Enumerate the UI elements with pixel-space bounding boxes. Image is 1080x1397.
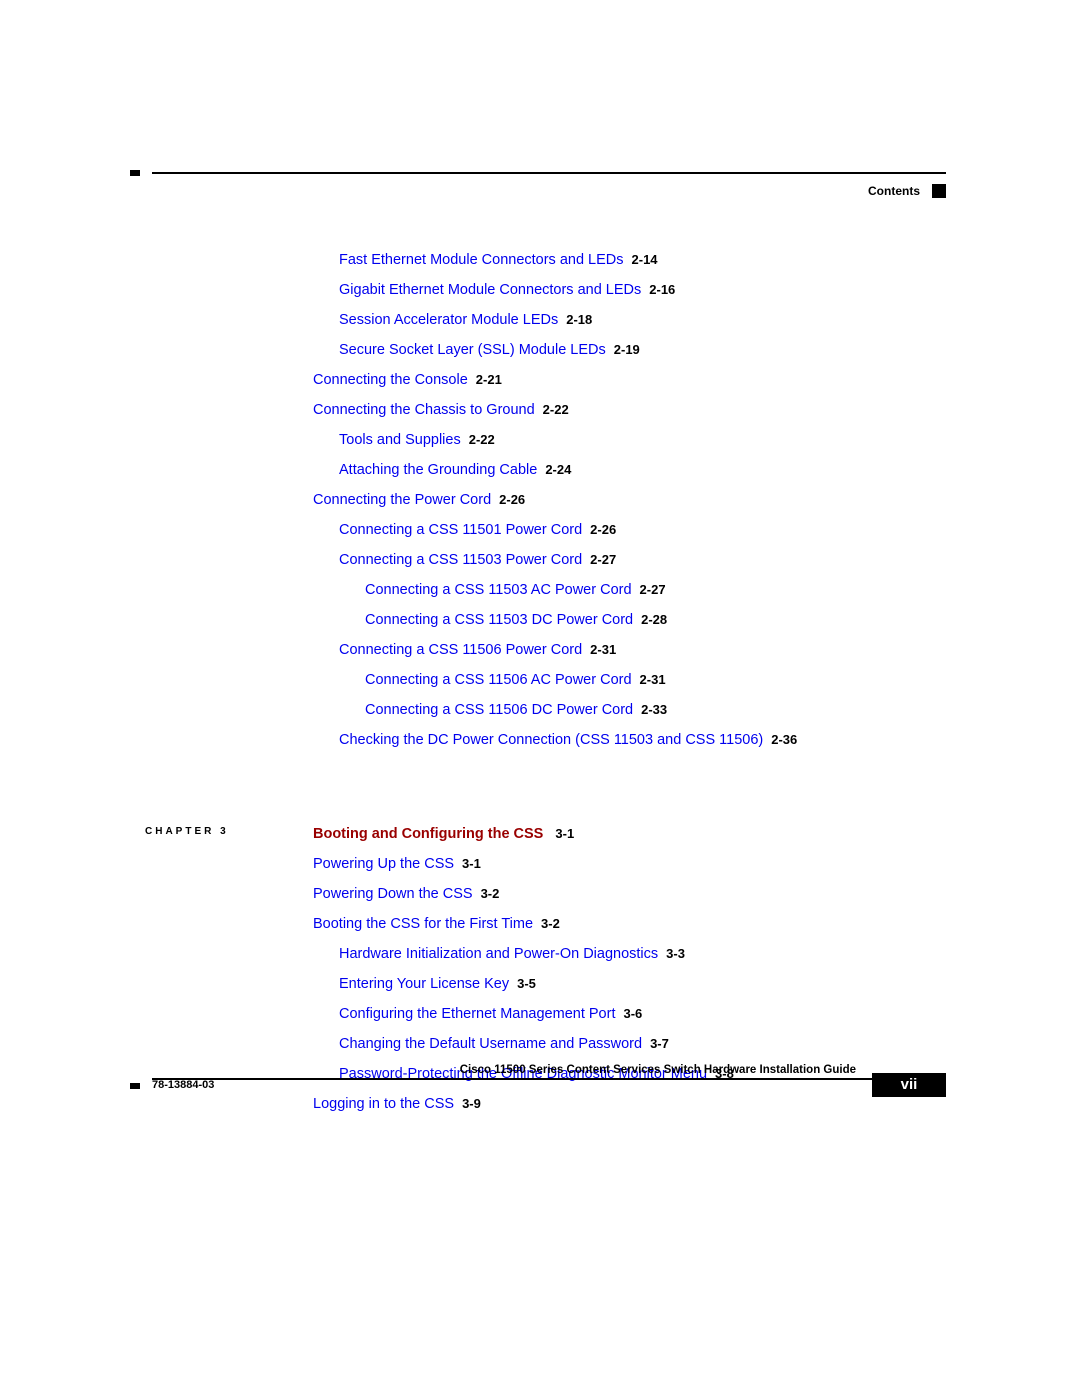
toc-entry: Connecting a CSS 11506 AC Power Cord 2-31: [365, 670, 946, 691]
toc-link[interactable]: Hardware Initialization and Power-On Dia…: [339, 946, 658, 962]
page-footer: Cisco 11500 Series Content Services Swit…: [130, 1064, 946, 1107]
chapter-title[interactable]: Booting and Configuring the CSS: [313, 826, 543, 842]
footer-guide-title: Cisco 11500 Series Content Services Swit…: [130, 1064, 856, 1076]
toc-page-ref: 2-22: [469, 432, 495, 447]
toc-page-ref: 2-16: [649, 282, 675, 297]
toc-link[interactable]: Connecting a CSS 11506 DC Power Cord: [365, 702, 633, 718]
toc-entry: Session Accelerator Module LEDs 2-18: [339, 310, 946, 331]
toc-entry: Fast Ethernet Module Connectors and LEDs…: [339, 250, 946, 271]
toc-page-ref: 3-2: [481, 886, 500, 901]
toc-entry: Hardware Initialization and Power-On Dia…: [339, 944, 946, 965]
toc-entry: Entering Your License Key 3-5: [339, 974, 946, 995]
toc-page-ref: 3-2: [541, 916, 560, 931]
top-border-marker: [130, 170, 140, 176]
toc-entry: Secure Socket Layer (SSL) Module LEDs 2-1…: [339, 340, 946, 361]
top-border-line: [152, 172, 946, 174]
toc-link[interactable]: Powering Down the CSS: [313, 886, 473, 902]
toc-entry: Connecting the Console 2-21: [313, 370, 946, 391]
toc-link[interactable]: Connecting the Power Cord: [313, 492, 491, 508]
toc-entry: Attaching the Grounding Cable 2-24: [339, 460, 946, 481]
toc-page-ref: 2-18: [566, 312, 592, 327]
toc-link[interactable]: Secure Socket Layer (SSL) Module LEDs: [339, 342, 606, 358]
toc-page-ref: 3-1: [462, 856, 481, 871]
toc-entry: Connecting a CSS 11506 Power Cord 2-31: [339, 640, 946, 661]
toc-link[interactable]: Changing the Default Username and Passwo…: [339, 1036, 642, 1052]
toc-link[interactable]: Entering Your License Key: [339, 976, 509, 992]
toc-link[interactable]: Connecting a CSS 11503 Power Cord: [339, 552, 582, 568]
toc-link[interactable]: Connecting the Console: [313, 372, 468, 388]
toc-entry: Connecting a CSS 11503 AC Power Cord 2-27: [365, 580, 946, 601]
toc-link[interactable]: Powering Up the CSS: [313, 856, 454, 872]
toc-link[interactable]: Tools and Supplies: [339, 432, 461, 448]
footer-line: [152, 1078, 946, 1080]
toc-link[interactable]: Connecting a CSS 11506 AC Power Cord: [365, 672, 632, 688]
toc-link[interactable]: Connecting a CSS 11503 DC Power Cord: [365, 612, 633, 628]
toc-page-ref: 2-26: [590, 522, 616, 537]
toc-link[interactable]: Attaching the Grounding Cable: [339, 462, 537, 478]
toc-link[interactable]: Booting the CSS for the First Time: [313, 916, 533, 932]
footer-left-marker: [130, 1083, 140, 1089]
header-square-icon: [932, 184, 946, 198]
toc-page-ref: 2-33: [641, 702, 667, 717]
toc-page-ref: 3-6: [623, 1006, 642, 1021]
footer-doc-number: 78-13884-03: [152, 1079, 214, 1091]
toc-entry: Tools and Supplies 2-22: [339, 430, 946, 451]
footer-page-number: vii: [872, 1073, 946, 1097]
toc-page-ref: 2-14: [632, 252, 658, 267]
header-label: Contents: [868, 184, 920, 198]
toc-link[interactable]: Configuring the Ethernet Management Port: [339, 1006, 615, 1022]
toc-link[interactable]: Session Accelerator Module LEDs: [339, 312, 558, 328]
toc-entry: Powering Up the CSS 3-1: [313, 854, 946, 875]
toc-entry: Configuring the Ethernet Management Port…: [339, 1004, 946, 1025]
chapter-page: 3-1: [555, 826, 574, 841]
toc-page-ref: 2-21: [476, 372, 502, 387]
toc-link[interactable]: Connecting a CSS 11503 AC Power Cord: [365, 582, 632, 598]
toc-page-ref: 2-22: [543, 402, 569, 417]
toc-entry: Powering Down the CSS 3-2: [313, 884, 946, 905]
toc-page-ref: 2-36: [771, 732, 797, 747]
toc-link[interactable]: Connecting the Chassis to Ground: [313, 402, 535, 418]
toc-page-ref: 3-3: [666, 946, 685, 961]
toc-link[interactable]: Connecting a CSS 11501 Power Cord: [339, 522, 582, 538]
toc-link[interactable]: Fast Ethernet Module Connectors and LEDs: [339, 252, 624, 268]
toc-entry: Connecting the Power Cord 2-26: [313, 490, 946, 511]
toc-entry: Connecting a CSS 11501 Power Cord 2-26: [339, 520, 946, 541]
toc-page-ref: 2-28: [641, 612, 667, 627]
toc-entry: Connecting a CSS 11503 Power Cord 2-27: [339, 550, 946, 571]
toc-page-ref: 3-7: [650, 1036, 669, 1051]
toc-page-ref: 2-31: [590, 642, 616, 657]
toc-entry: Changing the Default Username and Passwo…: [339, 1034, 946, 1055]
toc-entry: Gigabit Ethernet Module Connectors and L…: [339, 280, 946, 301]
toc-page-ref: 2-27: [640, 582, 666, 597]
toc-entry: Checking the DC Power Connection (CSS 11…: [339, 730, 946, 751]
toc-content: Fast Ethernet Module Connectors and LEDs…: [313, 250, 946, 760]
toc-page-ref: 2-24: [545, 462, 571, 477]
toc-link[interactable]: Checking the DC Power Connection (CSS 11…: [339, 732, 763, 748]
toc-entry: Connecting a CSS 11506 DC Power Cord 2-33: [365, 700, 946, 721]
toc-entry: Connecting a CSS 11503 DC Power Cord 2-28: [365, 610, 946, 631]
toc-page-ref: 3-5: [517, 976, 536, 991]
chapter-label: CHAPTER 3: [145, 826, 229, 837]
toc-entry: Connecting the Chassis to Ground 2-22: [313, 400, 946, 421]
toc-link[interactable]: Gigabit Ethernet Module Connectors and L…: [339, 282, 641, 298]
toc-page-ref: 2-31: [640, 672, 666, 687]
toc-page-ref: 2-27: [590, 552, 616, 567]
toc-page-ref: 2-19: [614, 342, 640, 357]
toc-link[interactable]: Connecting a CSS 11506 Power Cord: [339, 642, 582, 658]
toc-entry: Booting the CSS for the First Time 3-2: [313, 914, 946, 935]
toc-page-ref: 2-26: [499, 492, 525, 507]
